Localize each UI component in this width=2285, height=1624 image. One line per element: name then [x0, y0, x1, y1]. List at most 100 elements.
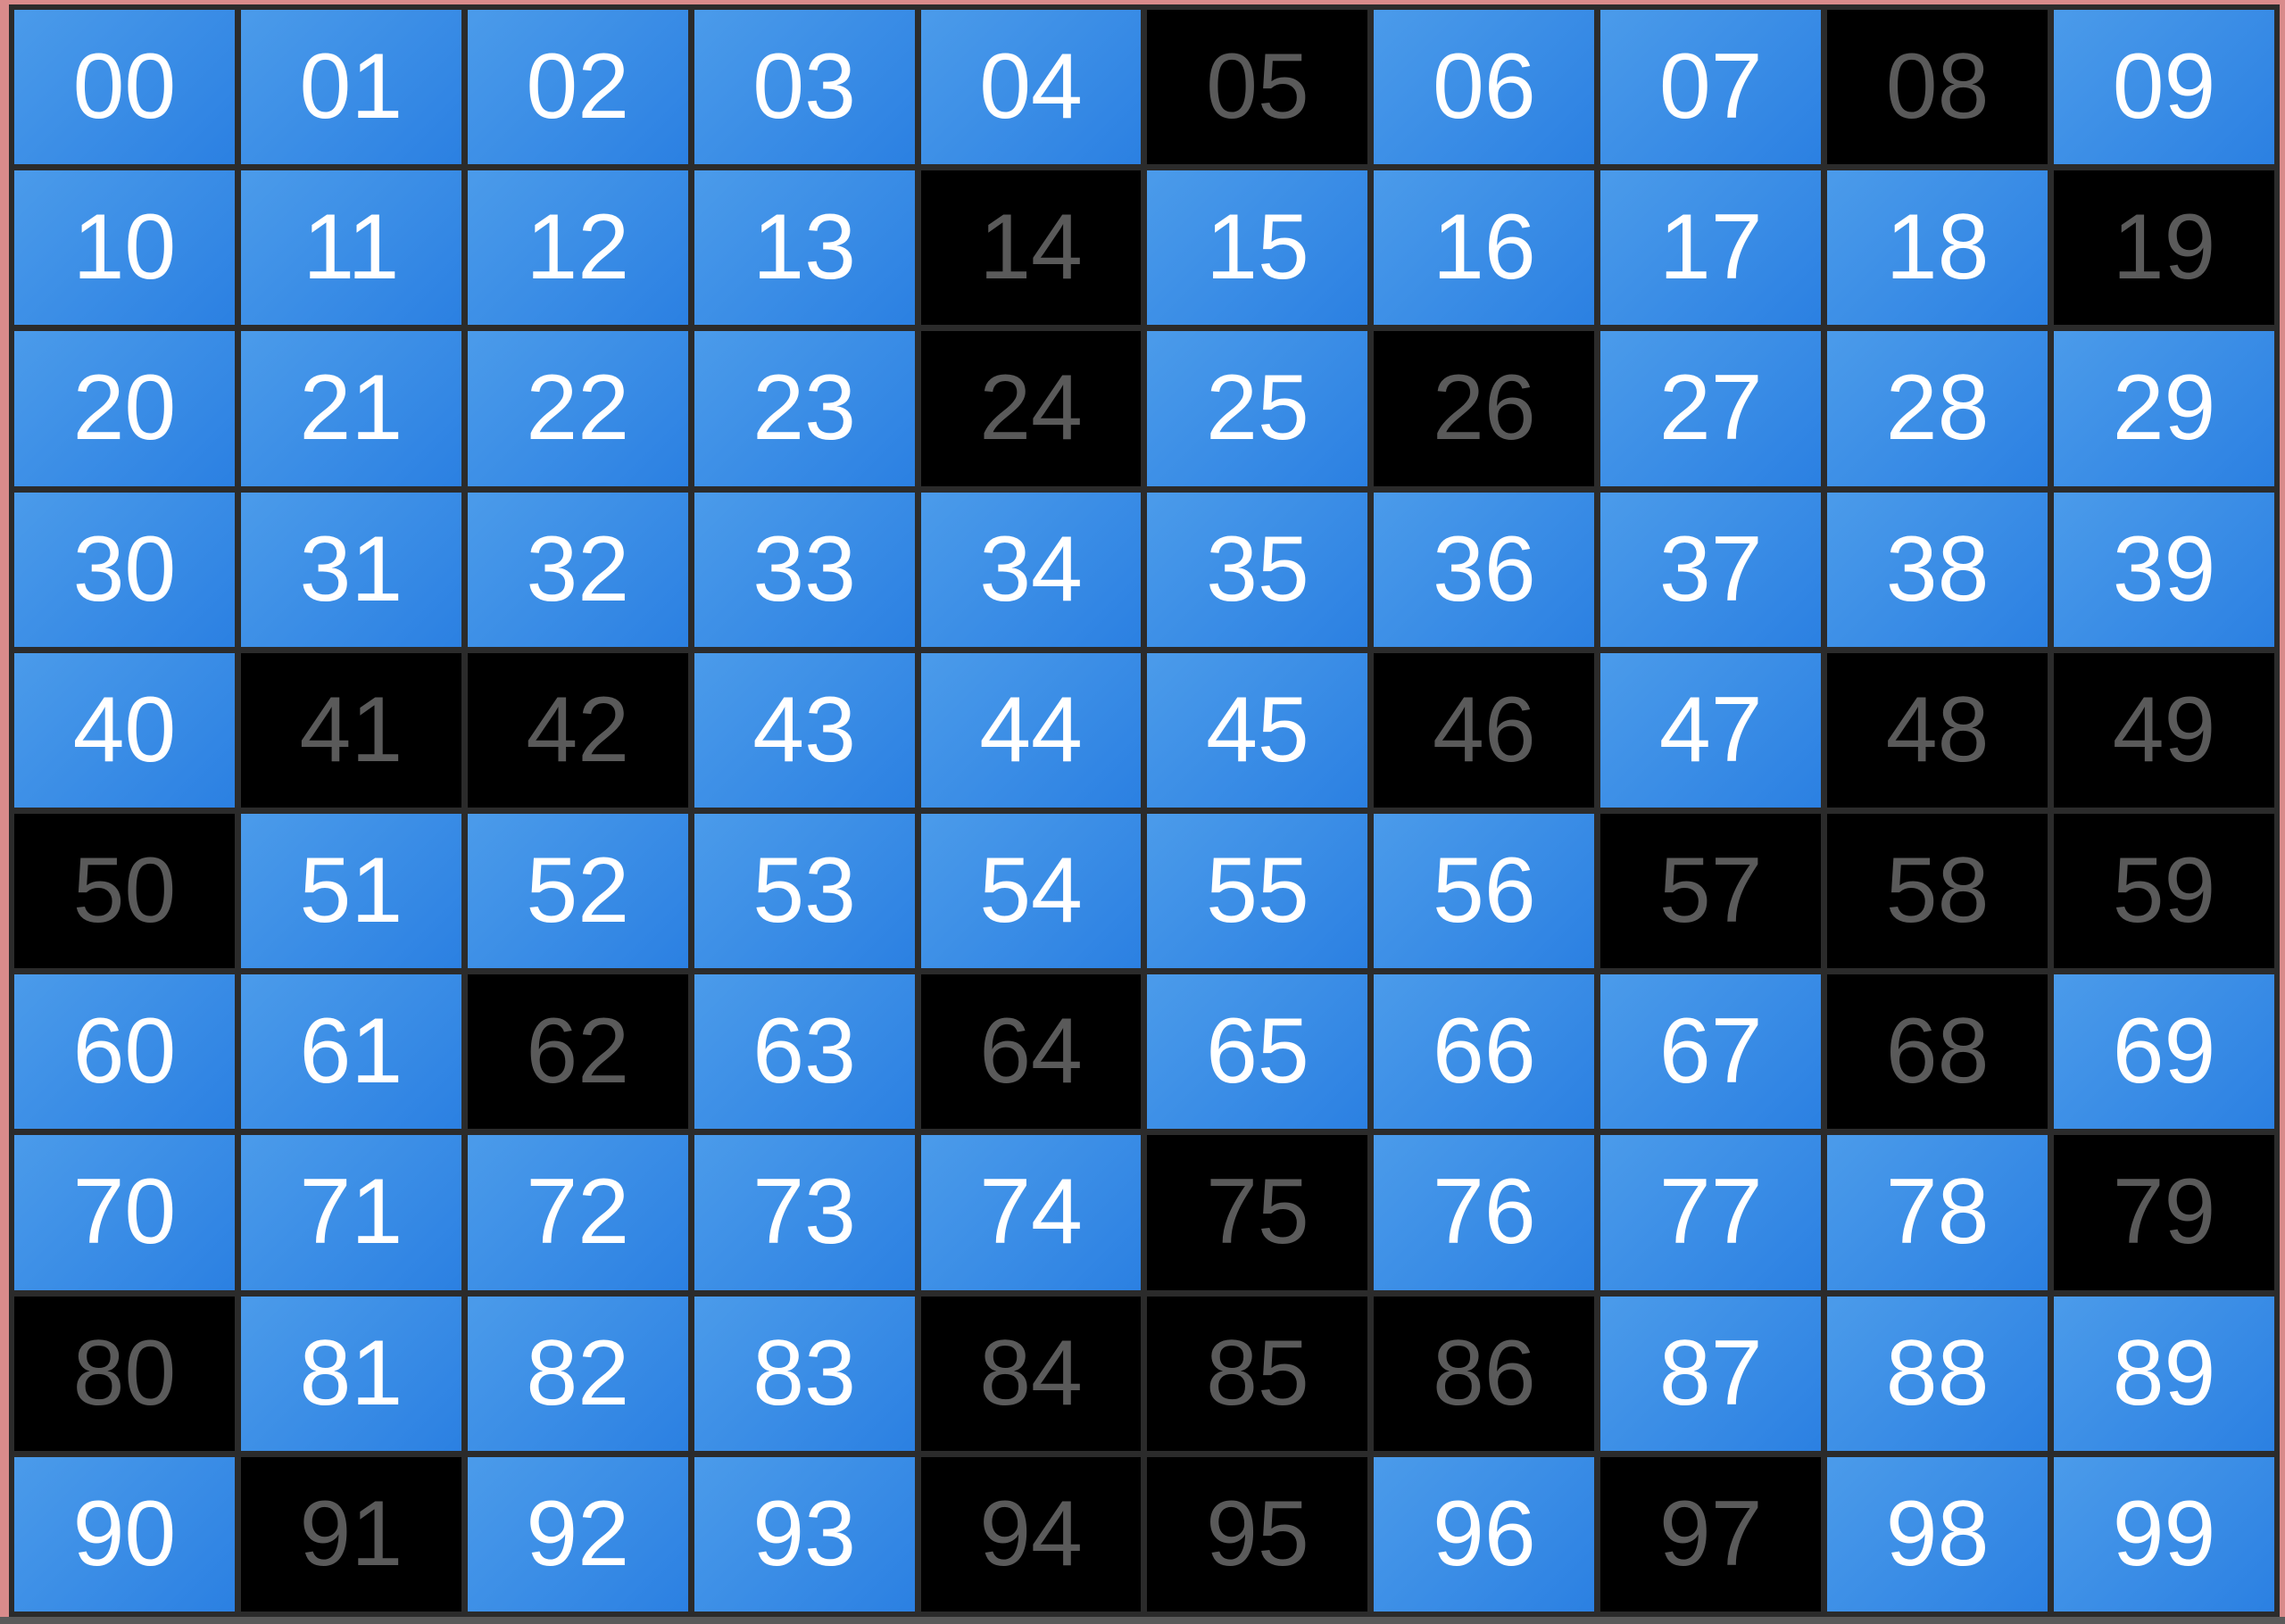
grid-cell-55[interactable]: 55 [1147, 813, 1368, 969]
grid-cell-94[interactable]: 94 [920, 1456, 1142, 1612]
grid-cell-52[interactable]: 52 [467, 813, 688, 969]
grid-cell-47[interactable]: 47 [1600, 652, 1822, 808]
grid-cell-59[interactable]: 59 [2054, 813, 2274, 969]
grid-cell-40[interactable]: 40 [14, 652, 235, 808]
grid-cell-50[interactable]: 50 [14, 813, 235, 969]
grid-cell-09[interactable]: 09 [2054, 10, 2274, 165]
grid-cell-49[interactable]: 49 [2054, 652, 2274, 808]
grid-cell-91[interactable]: 91 [240, 1456, 461, 1612]
grid-cell-03[interactable]: 03 [694, 10, 915, 165]
grid-cell-37[interactable]: 37 [1600, 492, 1822, 647]
grid-cell-21[interactable]: 21 [240, 331, 461, 486]
grid-cell-61[interactable]: 61 [240, 974, 461, 1130]
grid-cell-32[interactable]: 32 [467, 492, 688, 647]
grid-cell-76[interactable]: 76 [1374, 1135, 1595, 1290]
grid-cell-30[interactable]: 30 [14, 492, 235, 647]
grid-cell-97[interactable]: 97 [1600, 1456, 1822, 1612]
grid-cell-28[interactable]: 28 [1827, 331, 2048, 486]
grid-cell-81[interactable]: 81 [240, 1296, 461, 1451]
grid-cell-20[interactable]: 20 [14, 331, 235, 486]
grid-cell-99[interactable]: 99 [2054, 1456, 2274, 1612]
grid-cell-29[interactable]: 29 [2054, 331, 2274, 486]
grid-cell-11[interactable]: 11 [240, 170, 461, 326]
grid-cell-88[interactable]: 88 [1827, 1296, 2048, 1451]
grid-cell-43[interactable]: 43 [694, 652, 915, 808]
grid-cell-46[interactable]: 46 [1374, 652, 1595, 808]
grid-cell-64[interactable]: 64 [920, 974, 1142, 1130]
grid-cell-35[interactable]: 35 [1147, 492, 1368, 647]
grid-cell-87[interactable]: 87 [1600, 1296, 1822, 1451]
grid-cell-73[interactable]: 73 [694, 1135, 915, 1290]
grid-cell-18[interactable]: 18 [1827, 170, 2048, 326]
grid-cell-93[interactable]: 93 [694, 1456, 915, 1612]
grid-cell-92[interactable]: 92 [467, 1456, 688, 1612]
grid-cell-63[interactable]: 63 [694, 974, 915, 1130]
grid-cell-04[interactable]: 04 [920, 10, 1142, 165]
grid-cell-65[interactable]: 65 [1147, 974, 1368, 1130]
grid-cell-42[interactable]: 42 [467, 652, 688, 808]
grid-cell-80[interactable]: 80 [14, 1296, 235, 1451]
grid-cell-15[interactable]: 15 [1147, 170, 1368, 326]
grid-cell-08[interactable]: 08 [1827, 10, 2048, 165]
grid-cell-82[interactable]: 82 [467, 1296, 688, 1451]
grid-cell-01[interactable]: 01 [240, 10, 461, 165]
grid-cell-98[interactable]: 98 [1827, 1456, 2048, 1612]
grid-cell-13[interactable]: 13 [694, 170, 915, 326]
grid-cell-69[interactable]: 69 [2054, 974, 2274, 1130]
grid-cell-68[interactable]: 68 [1827, 974, 2048, 1130]
grid-cell-75[interactable]: 75 [1147, 1135, 1368, 1290]
grid-cell-77[interactable]: 77 [1600, 1135, 1822, 1290]
grid-cell-23[interactable]: 23 [694, 331, 915, 486]
grid-cell-24[interactable]: 24 [920, 331, 1142, 486]
grid-cell-57[interactable]: 57 [1600, 813, 1822, 969]
grid-cell-16[interactable]: 16 [1374, 170, 1595, 326]
grid-cell-74[interactable]: 74 [920, 1135, 1142, 1290]
grid-cell-84[interactable]: 84 [920, 1296, 1142, 1451]
grid-cell-22[interactable]: 22 [467, 331, 688, 486]
grid-cell-83[interactable]: 83 [694, 1296, 915, 1451]
grid-cell-02[interactable]: 02 [467, 10, 688, 165]
grid-cell-05[interactable]: 05 [1147, 10, 1368, 165]
grid-cell-45[interactable]: 45 [1147, 652, 1368, 808]
grid-cell-06[interactable]: 06 [1374, 10, 1595, 165]
grid-cell-38[interactable]: 38 [1827, 492, 2048, 647]
grid-cell-62[interactable]: 62 [467, 974, 688, 1130]
grid-cell-00[interactable]: 00 [14, 10, 235, 165]
grid-cell-79[interactable]: 79 [2054, 1135, 2274, 1290]
grid-cell-26[interactable]: 26 [1374, 331, 1595, 486]
grid-cell-36[interactable]: 36 [1374, 492, 1595, 647]
grid-cell-51[interactable]: 51 [240, 813, 461, 969]
grid-cell-66[interactable]: 66 [1374, 974, 1595, 1130]
grid-cell-19[interactable]: 19 [2054, 170, 2274, 326]
grid-cell-44[interactable]: 44 [920, 652, 1142, 808]
grid-cell-56[interactable]: 56 [1374, 813, 1595, 969]
grid-cell-31[interactable]: 31 [240, 492, 461, 647]
grid-cell-07[interactable]: 07 [1600, 10, 1822, 165]
grid-cell-72[interactable]: 72 [467, 1135, 688, 1290]
grid-cell-78[interactable]: 78 [1827, 1135, 2048, 1290]
grid-cell-60[interactable]: 60 [14, 974, 235, 1130]
grid-cell-39[interactable]: 39 [2054, 492, 2274, 647]
grid-cell-54[interactable]: 54 [920, 813, 1142, 969]
grid-cell-17[interactable]: 17 [1600, 170, 1822, 326]
grid-cell-86[interactable]: 86 [1374, 1296, 1595, 1451]
grid-cell-96[interactable]: 96 [1374, 1456, 1595, 1612]
grid-cell-34[interactable]: 34 [920, 492, 1142, 647]
grid-cell-53[interactable]: 53 [694, 813, 915, 969]
grid-cell-90[interactable]: 90 [14, 1456, 235, 1612]
grid-cell-95[interactable]: 95 [1147, 1456, 1368, 1612]
grid-cell-71[interactable]: 71 [240, 1135, 461, 1290]
grid-cell-48[interactable]: 48 [1827, 652, 2048, 808]
grid-cell-58[interactable]: 58 [1827, 813, 2048, 969]
grid-cell-33[interactable]: 33 [694, 492, 915, 647]
grid-cell-12[interactable]: 12 [467, 170, 688, 326]
grid-cell-14[interactable]: 14 [920, 170, 1142, 326]
grid-cell-67[interactable]: 67 [1600, 974, 1822, 1130]
grid-cell-27[interactable]: 27 [1600, 331, 1822, 486]
grid-cell-10[interactable]: 10 [14, 170, 235, 326]
grid-cell-85[interactable]: 85 [1147, 1296, 1368, 1451]
grid-cell-89[interactable]: 89 [2054, 1296, 2274, 1451]
grid-cell-25[interactable]: 25 [1147, 331, 1368, 486]
grid-cell-70[interactable]: 70 [14, 1135, 235, 1290]
grid-cell-41[interactable]: 41 [240, 652, 461, 808]
